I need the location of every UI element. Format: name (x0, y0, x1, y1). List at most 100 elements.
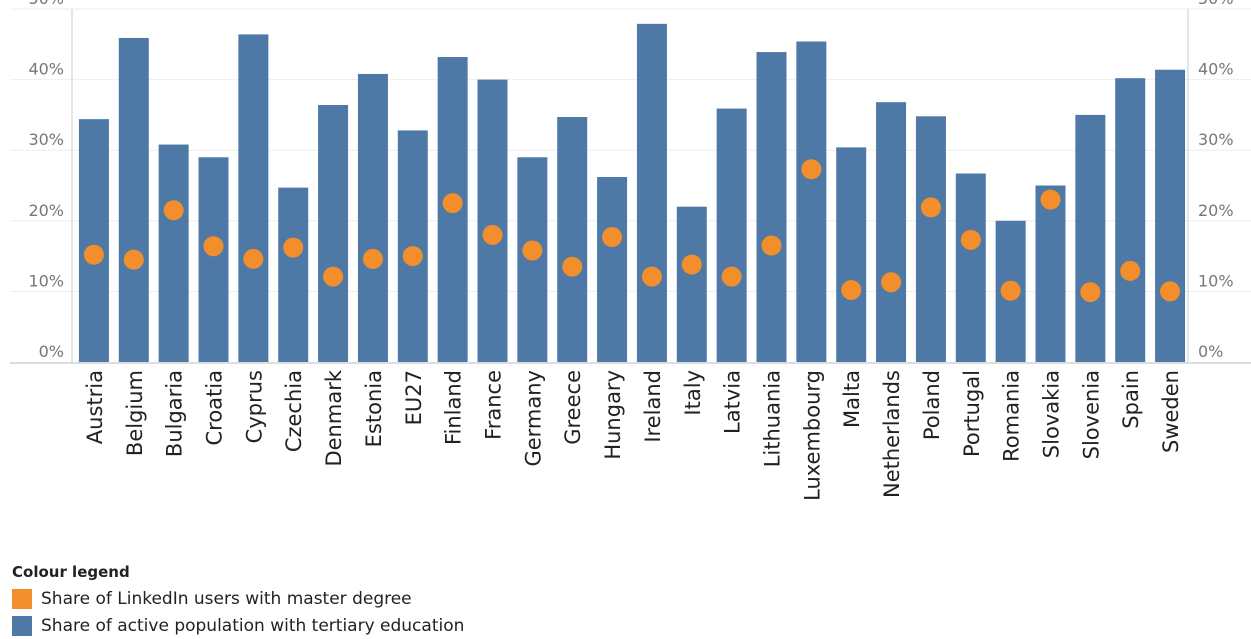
legend-item-linkedin: Share of LinkedIn users with master degr… (12, 585, 464, 612)
dot-cyprus (243, 248, 264, 269)
y-tick-label-right: 10% (1198, 271, 1234, 290)
x-tick-label-germany: Germany (521, 370, 545, 467)
y-tick-label-left: 0% (39, 342, 64, 361)
x-tick-label-italy: Italy (681, 370, 705, 416)
dot-malta (841, 279, 862, 300)
x-tick-label-austria: Austria (83, 370, 107, 444)
bar-poland (915, 116, 946, 362)
y-tick-label-right: 30% (1198, 130, 1234, 149)
dot-netherlands (881, 272, 902, 293)
bar-croatia (198, 157, 229, 362)
x-tick-label-czechia: Czechia (282, 370, 306, 452)
dot-latvia (721, 266, 742, 287)
dot-finland (442, 193, 463, 214)
x-tick-label-portugal: Portugal (960, 370, 984, 457)
dot-bulgaria (163, 200, 184, 221)
dot-luxembourg (801, 159, 822, 180)
legend-swatch-blue (12, 615, 32, 636)
dot-eu27 (402, 246, 423, 267)
x-tick-label-lithuania: Lithuania (761, 370, 785, 467)
dot-sweden (1160, 281, 1181, 302)
legend-label-tertiary: Share of active population with tertiary… (41, 615, 465, 636)
x-tick-label-belgium: Belgium (123, 370, 147, 456)
dot-hungary (602, 227, 623, 248)
bar-portugal (955, 173, 986, 362)
dot-greece (562, 256, 583, 277)
dot-germany (522, 240, 543, 261)
dot-spain (1120, 260, 1141, 281)
bar-bulgaria (158, 144, 189, 362)
x-tick-label-croatia: Croatia (203, 370, 227, 446)
x-tick-label-poland: Poland (920, 370, 944, 440)
dot-poland (920, 197, 941, 218)
bar-lithuania (756, 52, 787, 362)
dot-belgium (123, 249, 144, 270)
dot-portugal (960, 229, 981, 250)
bar-italy (676, 206, 707, 362)
x-tick-label-netherlands: Netherlands (880, 370, 904, 498)
dot-series (83, 159, 1181, 303)
y-tick-label-right: 50% (1198, 0, 1234, 8)
bar-denmark (318, 105, 349, 363)
x-axis-labels: Austria Belgium Bulgaria Croatia Cyprus Czech… (83, 369, 1183, 501)
y-tick-label-left: 20% (28, 201, 64, 220)
y-tick-label-right: 20% (1198, 201, 1234, 220)
dot-slovakia (1040, 189, 1061, 210)
dot-denmark (323, 266, 344, 287)
x-tick-label-denmark: Denmark (322, 369, 346, 466)
y-tick-label-left: 30% (28, 130, 64, 149)
x-tick-label-france: France (482, 370, 506, 440)
bar-malta (836, 147, 867, 362)
y-axis-left-ticks: 0% 10% 20% 30% 40% 50% (28, 0, 64, 361)
legend: Colour legend Share of LinkedIn users wi… (12, 563, 464, 639)
bar-france (477, 79, 508, 362)
legend-label-linkedin: Share of LinkedIn users with master degr… (41, 588, 412, 609)
legend-item-tertiary: Share of active population with tertiary… (12, 612, 464, 639)
bar-latvia (716, 108, 747, 363)
bar-slovenia (1075, 114, 1106, 363)
x-tick-label-slovakia: Slovakia (1040, 370, 1064, 458)
dot-croatia (203, 236, 224, 257)
bar-spain (1115, 78, 1146, 363)
x-tick-label-finland: Finland (442, 370, 466, 445)
y-tick-label-left: 10% (28, 271, 64, 290)
legend-title: Colour legend (12, 563, 130, 581)
dot-france (482, 224, 503, 245)
legend-swatch-orange (12, 588, 32, 609)
x-tick-label-eu27: EU27 (402, 370, 426, 425)
x-tick-label-romania: Romania (1000, 370, 1024, 462)
dot-ireland (641, 266, 662, 287)
x-tick-label-hungary: Hungary (601, 370, 625, 460)
x-tick-label-latvia: Latvia (721, 370, 745, 434)
x-tick-label-greece: Greece (561, 370, 585, 445)
bar-czechia (278, 187, 309, 362)
bar-series (78, 23, 1186, 363)
dot-romania (1000, 280, 1021, 301)
bar-slovakia (1035, 185, 1066, 362)
bar-sweden (1155, 69, 1186, 362)
y-axis-right-ticks: 0% 10% 20% 30% 40% 50% (1198, 0, 1234, 361)
dot-austria (83, 244, 104, 265)
x-tick-label-estonia: Estonia (362, 370, 386, 447)
dot-slovenia (1080, 282, 1101, 303)
x-tick-label-ireland: Ireland (641, 370, 665, 443)
dot-italy (681, 254, 702, 275)
bar-luxembourg (796, 41, 827, 362)
y-tick-label-left: 40% (28, 60, 64, 79)
y-tick-label-right: 40% (1198, 60, 1234, 79)
x-tick-label-cyprus: Cyprus (242, 370, 266, 443)
bar-cyprus (238, 34, 269, 362)
x-tick-label-bulgaria: Bulgaria (163, 370, 187, 457)
bar-estonia (357, 73, 388, 363)
x-tick-label-spain: Spain (1119, 370, 1143, 429)
dot-estonia (362, 248, 383, 269)
bar-netherlands (876, 102, 907, 362)
bar-belgium (118, 37, 149, 363)
bar-hungary (597, 177, 628, 362)
x-tick-label-slovenia: Slovenia (1079, 370, 1103, 459)
dot-czechia (283, 237, 304, 258)
y-tick-label-right: 0% (1198, 342, 1223, 361)
bar-ireland (636, 23, 667, 363)
bar-austria (78, 119, 109, 362)
